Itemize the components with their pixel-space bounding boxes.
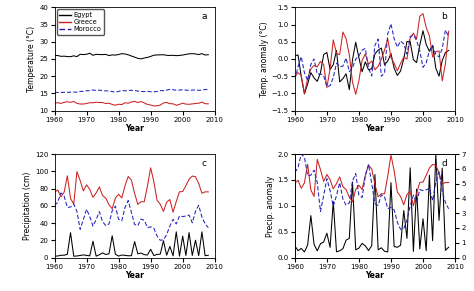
X-axis label: Year: Year — [365, 124, 384, 133]
Y-axis label: Temp. anomaly (°C): Temp. anomaly (°C) — [260, 21, 269, 97]
Text: d: d — [441, 159, 447, 168]
Y-axis label: Precip. anomaly: Precip. anomaly — [265, 175, 274, 237]
X-axis label: Year: Year — [125, 271, 144, 280]
Text: a: a — [201, 13, 207, 22]
Text: c: c — [202, 159, 207, 168]
Legend: Egypt, Greece, Morocco: Egypt, Greece, Morocco — [56, 9, 104, 35]
Y-axis label: Temperature (°C): Temperature (°C) — [27, 26, 36, 92]
Y-axis label: Precipitation (cm): Precipitation (cm) — [23, 172, 32, 240]
Text: b: b — [441, 13, 447, 22]
X-axis label: Year: Year — [365, 271, 384, 280]
X-axis label: Year: Year — [125, 124, 144, 133]
